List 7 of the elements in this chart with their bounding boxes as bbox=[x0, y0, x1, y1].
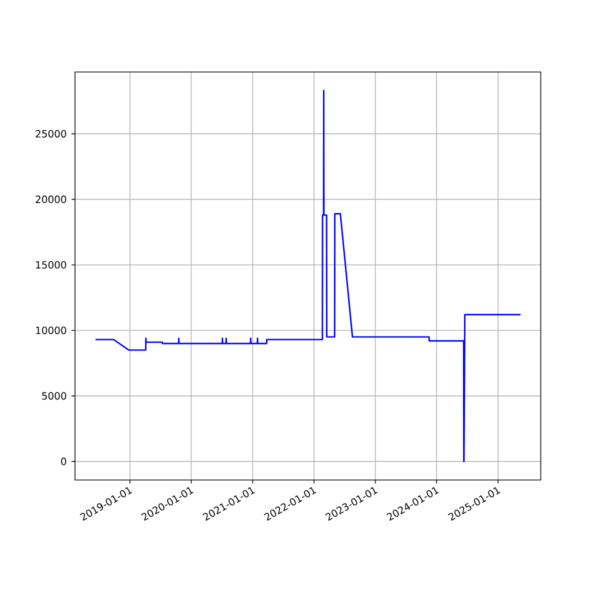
y-tick-label: 20000 bbox=[36, 196, 66, 204]
line-series bbox=[94, 90, 522, 462]
y-tick-label: 15000 bbox=[36, 261, 66, 269]
y-tick-label: 0 bbox=[61, 458, 66, 466]
y-tick-label: 5000 bbox=[42, 392, 66, 400]
y-tick-label: 10000 bbox=[36, 326, 66, 334]
y-tick-label: 25000 bbox=[36, 130, 66, 138]
